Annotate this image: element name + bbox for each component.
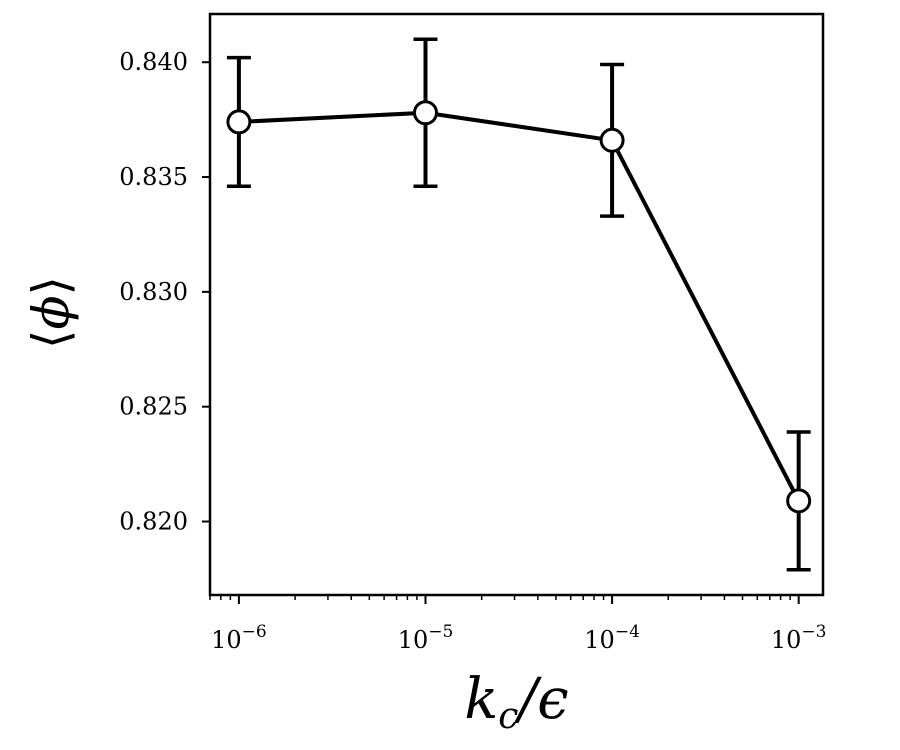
x-tick-label-base: 10 [398, 626, 429, 654]
plot-frame [208, 12, 825, 597]
y-axis-label: ⟨ϕ⟩ [22, 276, 80, 349]
x-tick-label-exponent: −3 [801, 622, 826, 642]
marker-layer [226, 100, 812, 514]
series-line [238, 110, 801, 502]
x-tick-label-exponent: −6 [242, 622, 267, 642]
data-point-marker [226, 109, 252, 135]
x-axis-label-subscript: c [498, 696, 518, 737]
data-point-marker [599, 127, 625, 153]
x-tick-label: 10−6 [211, 622, 267, 654]
y-tick-label: 0.840 [119, 48, 188, 76]
x-axis-label-rest: /ϵ [513, 667, 568, 732]
data-point-marker [412, 100, 438, 126]
y-axis-label-left: ⟨ [22, 330, 80, 350]
x-tick-label-exponent: −5 [428, 622, 453, 642]
x-axis-label-main: k [464, 667, 498, 732]
x-tick-label-base: 10 [771, 626, 802, 654]
y-tick-label: 0.820 [119, 508, 188, 536]
y-tick-label: 0.825 [119, 393, 188, 421]
x-tick-label: 10−5 [398, 622, 454, 654]
x-tick-label: 10−3 [771, 622, 827, 654]
x-tick-label-base: 10 [211, 626, 242, 654]
y-tick-label: 0.835 [119, 163, 188, 191]
x-axis-label: kc/ϵ [464, 667, 568, 737]
line-layer [238, 110, 801, 502]
data-point-marker [786, 488, 812, 514]
x-tick-label: 10−4 [584, 622, 640, 654]
y-tick-label: 0.830 [119, 278, 188, 306]
x-tick-label-base: 10 [584, 626, 615, 654]
x-tick-label-exponent: −4 [615, 622, 640, 642]
y-axis-label-right: ⟩ [22, 276, 80, 296]
y-axis-label-symbol: ϕ [22, 295, 80, 329]
